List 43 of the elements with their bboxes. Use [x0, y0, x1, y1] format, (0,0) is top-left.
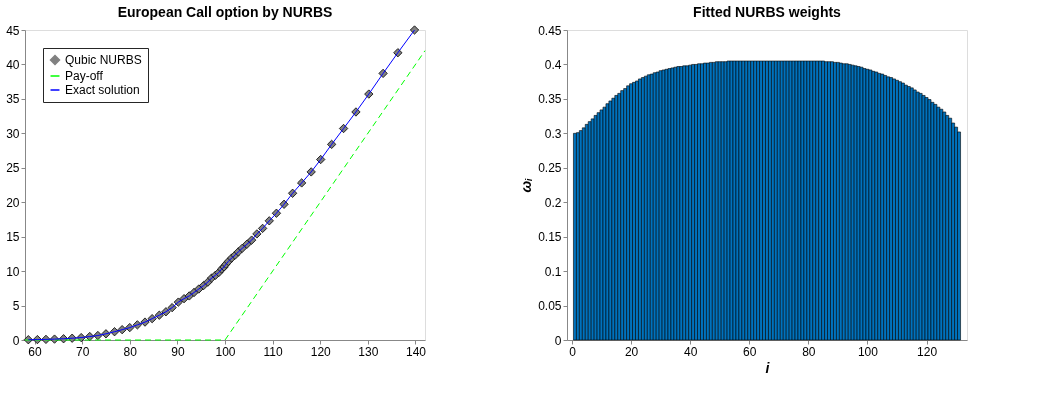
y-tick-label: 40	[6, 57, 20, 72]
y-tick-label: 35	[6, 92, 20, 107]
x-tick-label: 120	[917, 344, 938, 359]
legend-label: Pay-off	[65, 69, 104, 83]
x-tick-label: 60	[28, 344, 43, 359]
x-tick-label: 40	[684, 344, 698, 359]
x-tick-label: 110	[263, 344, 284, 359]
y-tick-label: 0.25	[538, 161, 562, 176]
chart-title: European Call option by NURBS	[117, 4, 333, 20]
y-tick-label: 0.2	[544, 195, 562, 210]
x-axis-title: i	[765, 359, 771, 376]
y-tick-label: 0.45	[538, 23, 562, 38]
y-tick-label: 0.05	[538, 299, 562, 314]
chart-title: Fitted NURBS weights	[693, 4, 842, 20]
y-tick-label: 10	[6, 264, 20, 279]
x-tick-label: 120	[310, 344, 332, 359]
x-tick-label: 100	[215, 344, 236, 359]
x-tick-label: 0	[569, 344, 577, 359]
legend-label: Exact solution	[65, 83, 140, 97]
y-tick-label: 0.3	[544, 126, 562, 141]
y-tick-label: 0	[12, 333, 20, 348]
x-tick-label: 80	[802, 344, 816, 359]
x-tick-label: 60	[743, 344, 757, 359]
y-tick-label: 0.4	[544, 57, 562, 72]
y-axis-title: ωᵢ	[518, 177, 535, 193]
x-tick-label: 90	[171, 344, 185, 359]
y-tick-label: 25	[6, 161, 20, 176]
x-tick-label: 130	[358, 344, 379, 359]
legend-label: Qubic NURBS	[65, 53, 142, 67]
y-tick-label: 20	[6, 195, 20, 210]
x-tick-label: 70	[75, 344, 90, 359]
y-tick-label: 45	[6, 23, 20, 38]
y-tick-label: 0	[554, 333, 562, 348]
y-tick-label: 0.1	[544, 264, 562, 279]
y-tick-label: 5	[12, 299, 20, 314]
x-tick-label: 20	[624, 344, 639, 359]
x-tick-label: 80	[123, 344, 138, 359]
y-tick-label: 0.15	[538, 230, 562, 245]
y-tick-label: 30	[6, 126, 20, 141]
x-tick-label: 140	[405, 344, 427, 359]
y-tick-label: 0.35	[538, 92, 562, 107]
y-tick-label: 15	[6, 230, 20, 245]
x-tick-label: 100	[857, 344, 879, 359]
